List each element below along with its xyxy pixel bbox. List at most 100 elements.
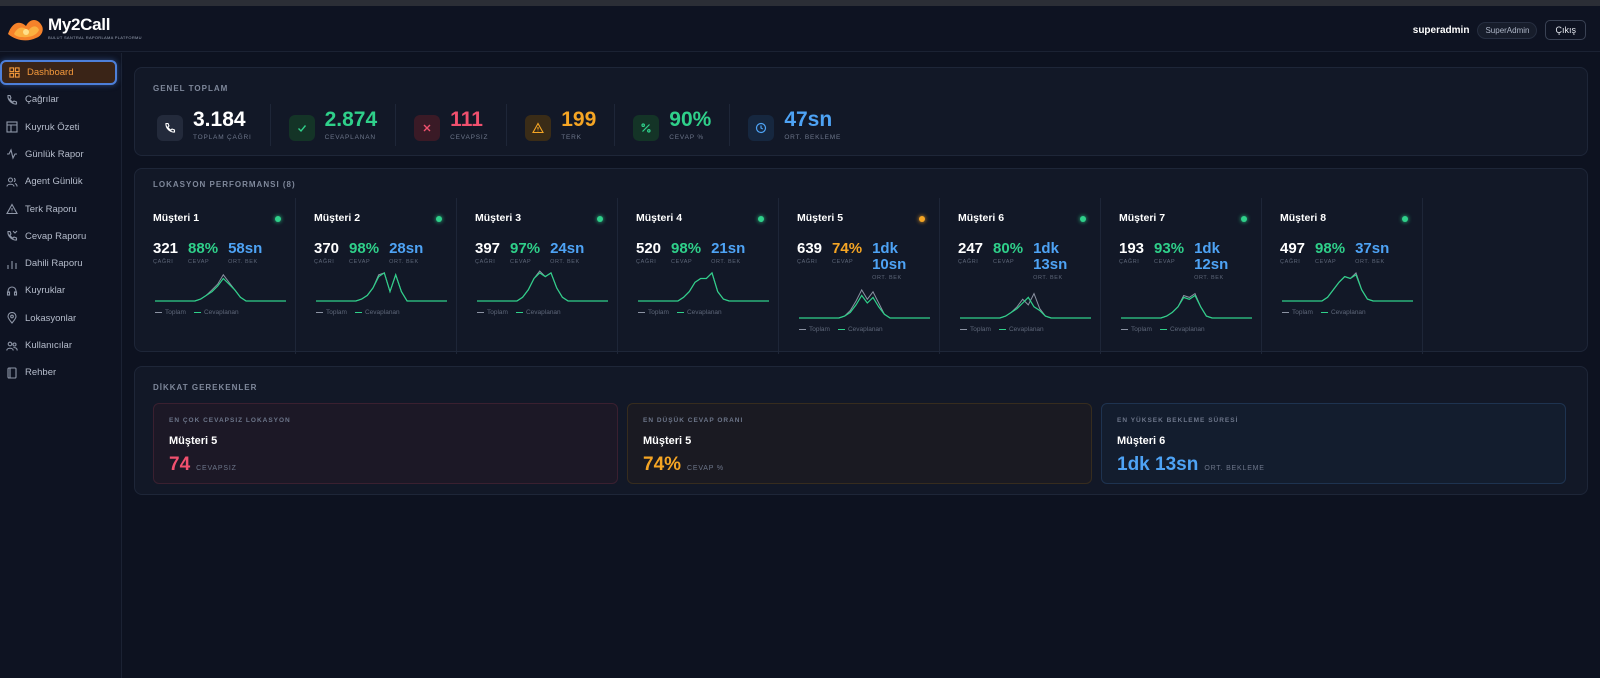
sidebar-item-agent-g-nl-k[interactable]: Agent Günlük (0, 169, 117, 194)
total-line (155, 273, 286, 302)
sidebar-item-kuyruklar[interactable]: Kuyruklar (0, 278, 117, 303)
app-subtitle: Bulut Santral Raporlama Platformu (48, 35, 142, 40)
attention-card[interactable]: EN ÇOK CEVAPSIZ LOKASYON Müşteri 5 74 CEVAP… (153, 403, 618, 484)
wait-label: ORT. BEK (389, 259, 419, 265)
location-sparkline (960, 292, 1091, 319)
sidebar-item-label: Rehber (25, 367, 57, 379)
map-pin-icon (6, 312, 18, 325)
location-sparkline (316, 271, 447, 302)
location-wait: 58sn (228, 240, 263, 257)
location-name: Müşteri 1 (153, 212, 200, 224)
attention-card[interactable]: EN DÜŞÜK CEVAP ORANI Müşteri 5 74% CEVAP % (627, 403, 1092, 484)
percent-icon (633, 114, 660, 141)
location-calls: 497 (1280, 240, 1306, 257)
attention-label: EN DÜŞÜK CEVAP ORANI (643, 417, 744, 424)
location-card[interactable]: Müşteri 6 247 ÇAĞRI 80% CEVAP 1dk 13sn ORT. BEK… (940, 198, 1101, 354)
wait-label: ORT. BEK (1194, 275, 1224, 281)
sidebar-item-label: Kullanıcılar (25, 340, 72, 351)
sidebar-item-kullan-c-lar[interactable]: Kullanıcılar (0, 333, 117, 358)
sidebar-item-lokasyonlar[interactable]: Lokasyonlar (0, 306, 117, 331)
logout-button[interactable]: Çıkış (1545, 20, 1586, 40)
legend-total: Toplam (165, 309, 186, 316)
legend-answered: Cevaplanan (686, 309, 722, 316)
location-answer-rate: 80% (993, 240, 1024, 257)
legend-answered: Cevaplanan (1330, 309, 1366, 316)
calls-label: ÇAĞRI (1280, 259, 1301, 265)
sparkline-legend: Toplam Cevaplanan (1282, 309, 1366, 316)
sidebar-item-kuyruk-zeti[interactable]: Kuyruk Özeti (0, 115, 117, 140)
location-wait: 28sn (389, 240, 424, 257)
logo-flame-icon (6, 16, 46, 42)
status-dot (1080, 216, 1086, 222)
sidebar-item-g-nl-k-rapor[interactable]: Günlük Rapor (0, 142, 117, 167)
answered-line (1121, 294, 1252, 319)
location-grid: Müşteri 1 321 ÇAĞRI 88% CEVAP 58sn ORT. BEK Top… (135, 198, 1423, 354)
answer-label: CEVAP (1315, 259, 1337, 265)
legend-answered: Cevaplanan (525, 309, 561, 316)
wait-label: ORT. BEK (228, 259, 258, 265)
location-answer-rate: 93% (1154, 240, 1185, 257)
user-area: superadmin SuperAdmin Çıkış (1413, 20, 1586, 40)
answered-line (960, 296, 1091, 319)
location-card[interactable]: Müşteri 3 397 ÇAĞRI 97% CEVAP 24sn ORT. BEK Top… (457, 198, 618, 354)
location-name: Müşteri 2 (314, 212, 361, 224)
phone-icon (157, 114, 183, 141)
clock-icon (748, 114, 775, 141)
sidebar-item-cevap-raporu[interactable]: Cevap Raporu (0, 224, 117, 249)
location-card[interactable]: Müşteri 1 321 ÇAĞRI 88% CEVAP 58sn ORT. BEK Top… (135, 198, 296, 354)
location-sparkline (155, 273, 286, 302)
sidebar-item-label: Kuyruk Özeti (25, 121, 80, 133)
sidebar-item-dashboard[interactable]: Dashboard (0, 60, 117, 85)
attention-location: Müşteri 5 (169, 435, 218, 447)
stat-label: TOPLAM ÇAĞRI (193, 134, 252, 141)
location-card[interactable]: Müşteri 8 497 ÇAĞRI 98% CEVAP 37sn ORT. BEK Top… (1262, 198, 1423, 354)
sparkline-legend: Toplam Cevaplanan (155, 309, 239, 316)
status-dot (1241, 216, 1247, 222)
location-card[interactable]: Müşteri 5 639 ÇAĞRI 74% CEVAP 1dk 10sn ORT. BEK… (779, 198, 940, 354)
location-sparkline (638, 271, 769, 302)
legend-total: Toplam (970, 326, 991, 333)
sidebar-item-label: Dashboard (27, 67, 74, 78)
calls-label: ÇAĞRI (1119, 259, 1140, 265)
legend-total: Toplam (487, 309, 508, 316)
attention-label: EN ÇOK CEVAPSIZ LOKASYON (169, 417, 291, 424)
answer-label: CEVAP (671, 259, 693, 265)
location-calls: 639 (797, 240, 823, 257)
app-logo[interactable]: My2Call Bulut Santral Raporlama Platform… (6, 16, 142, 42)
location-card[interactable]: Müşteri 7 193 ÇAĞRI 93% CEVAP 1dk 12sn ORT. BEK… (1101, 198, 1262, 354)
calls-label: ÇAĞRI (475, 259, 496, 265)
sidebar-item-label: Terk Raporu (25, 203, 77, 215)
location-wait: 21sn (711, 240, 746, 257)
sidebar-item-rehber[interactable]: Rehber (0, 360, 117, 385)
sidebar-item-terk-raporu[interactable]: Terk Raporu (0, 197, 117, 222)
answered-line (638, 271, 769, 302)
total-line (316, 272, 447, 302)
location-card[interactable]: Müşteri 4 520 ÇAĞRI 98% CEVAP 21sn ORT. BEK Top… (618, 198, 779, 354)
attention-location: Müşteri 5 (643, 435, 692, 447)
location-answer-rate: 98% (1315, 240, 1346, 257)
attention-card[interactable]: EN YÜKSEK BEKLEME SÜRESİ Müşteri 6 1dk 13s… (1101, 403, 1566, 484)
location-calls: 247 (958, 240, 984, 257)
location-name: Müşteri 6 (958, 212, 1005, 224)
main-content: GENEL TOPLAM 3.184 TOPLAM ÇAĞRI 2.874 CEVAP… (122, 53, 1600, 678)
stat-label: TERK (561, 134, 582, 141)
users-icon (6, 176, 18, 188)
stat-value: 111 (450, 108, 483, 131)
sidebar-item-label: Çağrılar (25, 94, 59, 106)
location-answer-rate: 98% (671, 240, 702, 257)
location-card[interactable]: Müşteri 2 370 ÇAĞRI 98% CEVAP 28sn ORT. BEK Top… (296, 198, 457, 354)
location-performance-panel: LOKASYON PERFORMANSI (8) Müşteri 1 321 ÇAĞ… (134, 168, 1588, 354)
app-title: My2Call (48, 15, 111, 34)
sidebar-item--a-r-lar[interactable]: Çağrılar (0, 87, 117, 112)
attention-label: EN YÜKSEK BEKLEME SÜRESİ (1117, 417, 1239, 424)
book-icon (6, 367, 18, 379)
sidebar-item-dahili-raporu[interactable]: Dahili Raporu (0, 251, 117, 276)
calls-label: ÇAĞRI (636, 259, 657, 265)
stat-cevaplanan: 2.874 CEVAPLANAN (288, 104, 397, 146)
answered-line (1282, 273, 1413, 302)
wait-label: ORT. BEK (550, 259, 580, 265)
overview-title: GENEL TOPLAM (153, 84, 229, 93)
attention-value: 74 (169, 454, 191, 475)
attention-title: DİKKAT GEREKENLER (153, 383, 258, 392)
calls-label: ÇAĞRI (958, 259, 979, 265)
